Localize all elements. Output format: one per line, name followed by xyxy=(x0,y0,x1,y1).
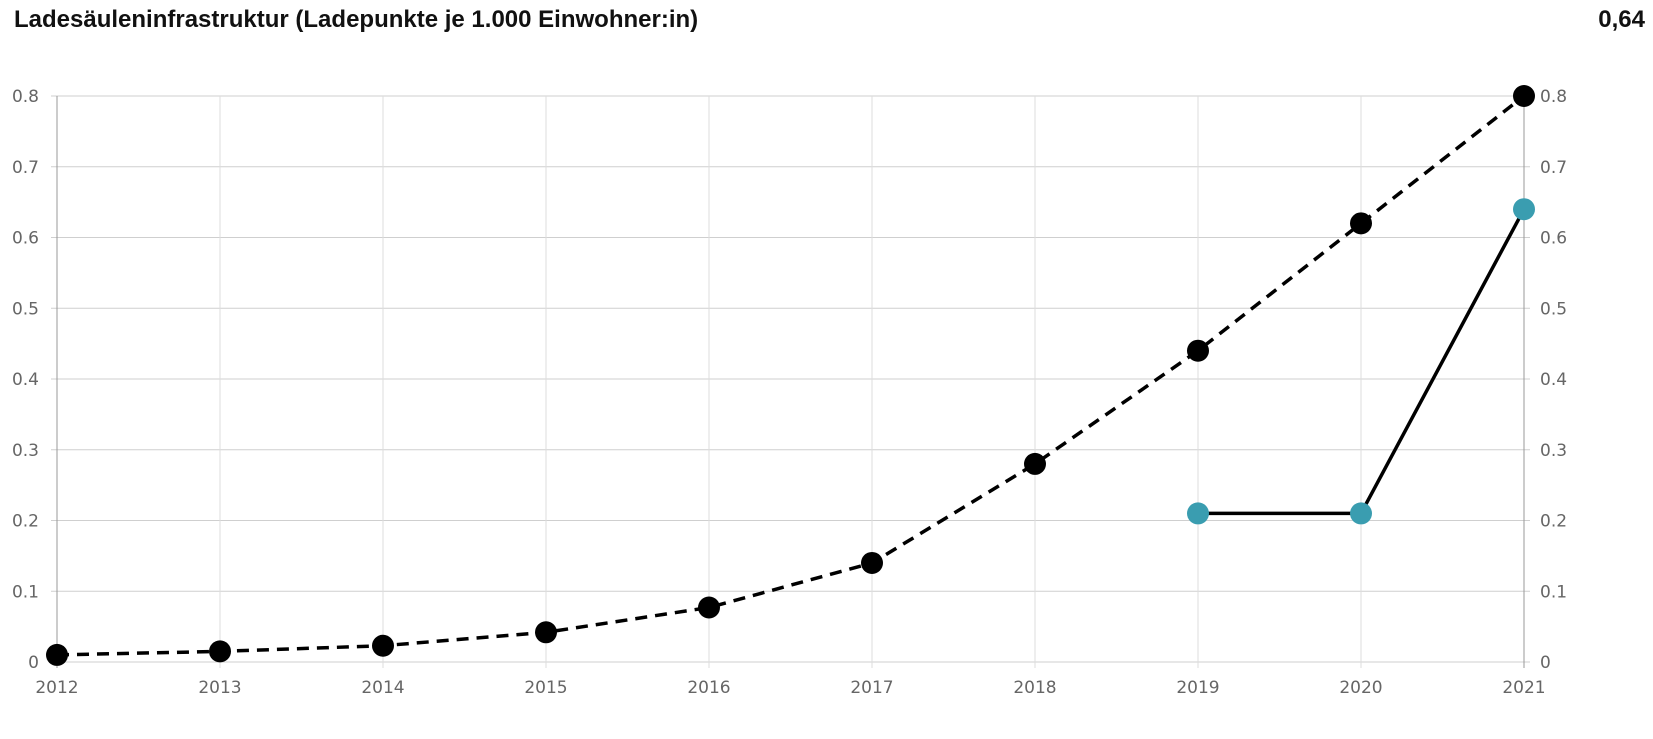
x-tick-label: 2018 xyxy=(1013,678,1056,698)
x-tick-label: 2020 xyxy=(1339,678,1382,698)
current-value: 0,64 xyxy=(1598,6,1645,33)
y-tick-label-right: 0.3 xyxy=(1540,441,1567,461)
series-1-point xyxy=(698,596,720,619)
y-tick-label: 0.8 xyxy=(12,87,39,107)
series-1-line xyxy=(56,94,1526,657)
series-1-point xyxy=(1513,85,1535,107)
series-1-point xyxy=(535,621,557,644)
x-tick-label: 2014 xyxy=(361,678,404,698)
y-tick-label-right: 0 xyxy=(1540,653,1551,673)
y-tick-label-right: 0.6 xyxy=(1540,229,1567,249)
series-1-point xyxy=(861,551,883,574)
series-1-point xyxy=(1024,452,1046,475)
series-1-point xyxy=(1350,212,1372,235)
y-tick-label-right: 0.7 xyxy=(1540,158,1567,178)
x-tick-label: 2015 xyxy=(524,678,567,698)
x-tick-label: 2013 xyxy=(198,678,241,698)
series-2-point xyxy=(1350,502,1372,525)
y-tick-label: 0 xyxy=(28,653,39,673)
y-tick-label-right: 0.1 xyxy=(1540,582,1567,602)
y-tick-label: 0.6 xyxy=(12,229,39,249)
y-tick-label: 0.4 xyxy=(12,370,39,390)
y-tick-label: 0.3 xyxy=(12,441,39,461)
y-tick-label: 0.7 xyxy=(12,158,39,178)
series-2-point xyxy=(1513,198,1535,221)
y-tick-label-right: 0.4 xyxy=(1540,370,1567,390)
series-1-point xyxy=(209,640,231,663)
x-tick-label: 2017 xyxy=(850,678,893,698)
series-2-point xyxy=(1187,502,1209,525)
chart-title: Ladesäuleninfrastruktur (Ladepunkte je 1… xyxy=(14,6,699,33)
x-tick-label: 2021 xyxy=(1502,678,1545,698)
series-1-point xyxy=(1187,339,1209,362)
y-tick-label: 0.1 xyxy=(12,582,39,602)
y-tick-label: 0.5 xyxy=(12,299,39,319)
x-tick-label: 2019 xyxy=(1176,678,1219,698)
chart-header: Ladesäuleninfrastruktur (Ladepunkte je 1… xyxy=(0,0,1653,48)
x-tick-label: 2012 xyxy=(35,678,78,698)
y-tick-label: 0.2 xyxy=(12,512,39,532)
series-1-point xyxy=(46,643,68,666)
x-tick-label: 2016 xyxy=(687,678,730,698)
y-tick-label-right: 0.8 xyxy=(1540,87,1567,107)
y-tick-label-right: 0.5 xyxy=(1540,299,1567,319)
y-tick-label-right: 0.2 xyxy=(1540,512,1567,532)
series-1-point xyxy=(372,634,394,657)
